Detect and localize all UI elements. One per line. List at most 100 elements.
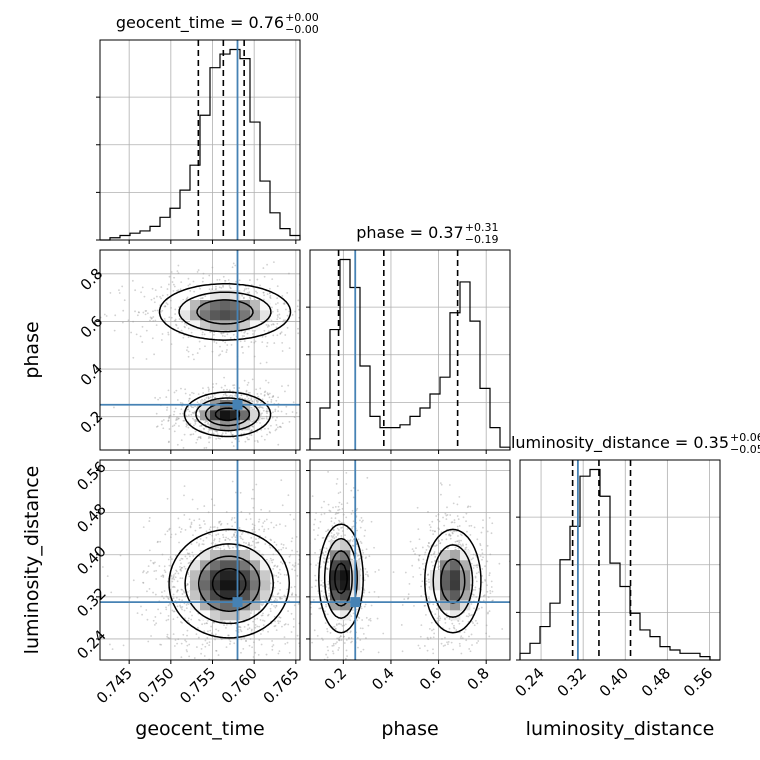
sample-point <box>256 291 259 294</box>
sample-point <box>256 392 259 395</box>
x-ticks-luminosity_distance: 0.24 0.32 0.40 0.48 0.56 <box>512 664 717 700</box>
sample-point <box>187 327 190 330</box>
contour-level-3 <box>211 567 247 600</box>
sample-point <box>175 324 178 327</box>
sample-point <box>278 425 281 428</box>
sample-point <box>240 346 243 349</box>
sample-point <box>363 605 366 608</box>
sample-point <box>182 676 184 678</box>
sample-point <box>377 569 380 571</box>
sample-point <box>247 624 250 626</box>
sample-point <box>213 341 216 343</box>
sample-point <box>243 636 246 639</box>
y-axis-label-phase: phase <box>21 321 43 378</box>
sample-point <box>141 613 144 616</box>
sample-point <box>220 620 223 623</box>
sample-point <box>191 411 194 414</box>
sample-point <box>277 396 279 399</box>
sample-point <box>213 397 216 399</box>
sample-point <box>206 622 208 625</box>
sample-point <box>413 604 415 607</box>
sample-point <box>325 567 328 570</box>
sample-point <box>261 553 264 556</box>
sample-point <box>228 395 231 398</box>
sample-point <box>251 329 254 332</box>
sample-point <box>486 612 489 615</box>
sample-point <box>263 530 265 533</box>
sample-point <box>325 530 327 533</box>
sample-point <box>200 526 202 529</box>
sample-point <box>229 337 232 339</box>
sample-point <box>320 513 323 516</box>
sample-point <box>122 644 125 647</box>
sample-point <box>436 608 439 611</box>
sample-point <box>172 290 175 292</box>
sample-point <box>467 615 470 618</box>
sample-point <box>266 400 269 403</box>
sample-point <box>176 399 179 401</box>
sample-point <box>307 536 309 538</box>
sample-point <box>273 586 276 589</box>
sample-point <box>243 379 246 382</box>
sample-point <box>488 635 491 638</box>
sample-point <box>202 427 205 430</box>
sample-point <box>269 297 272 300</box>
sample-point <box>220 332 222 335</box>
sample-point <box>473 624 476 627</box>
sample-point <box>175 570 178 573</box>
sample-point <box>482 599 485 602</box>
sample-point <box>238 526 241 529</box>
sample-point <box>148 520 151 522</box>
sample-point <box>240 394 243 397</box>
sample-point <box>262 629 264 632</box>
sample-point <box>288 420 291 423</box>
sample-point <box>487 611 489 614</box>
sample-point <box>193 419 196 421</box>
sample-point <box>181 621 183 624</box>
density-cell <box>230 590 241 601</box>
sample-point <box>328 314 330 316</box>
sample-point <box>330 532 333 534</box>
sample-point <box>187 277 190 280</box>
density-cell <box>340 570 351 581</box>
sample-point <box>203 655 206 657</box>
sample-point <box>113 406 115 409</box>
sample-point <box>278 313 281 316</box>
sample-point <box>83 306 85 308</box>
sample-point <box>311 298 313 300</box>
sample-point <box>221 350 224 353</box>
sample-point <box>448 534 450 537</box>
sample-point <box>247 544 250 546</box>
density-cell <box>450 610 461 621</box>
x-tick-label: 0.2 <box>321 664 351 694</box>
sample-point <box>438 615 441 618</box>
sample-point <box>155 412 158 415</box>
sample-point <box>457 547 460 550</box>
sample-point <box>417 644 420 647</box>
sample-point <box>184 555 187 558</box>
sample-point <box>327 649 330 652</box>
sample-point <box>190 433 193 436</box>
sample-point <box>150 298 153 301</box>
sample-point <box>198 544 200 547</box>
sample-point <box>432 533 435 536</box>
x-tick-label: 0.8 <box>463 664 493 694</box>
sample-point <box>288 272 290 275</box>
sample-point <box>431 529 434 532</box>
sample-point <box>262 624 265 627</box>
sample-point <box>447 546 449 549</box>
sample-point <box>285 308 287 311</box>
density-cell <box>200 580 211 591</box>
sample-point <box>306 665 308 667</box>
sample-point <box>189 290 192 292</box>
sample-point <box>264 335 267 338</box>
sample-point <box>352 544 355 547</box>
sample-point <box>159 612 162 615</box>
sample-point <box>322 585 324 588</box>
sample-point <box>340 665 342 667</box>
sample-point <box>233 533 235 536</box>
sample-point <box>332 652 335 655</box>
sample-point <box>173 319 176 322</box>
sample-point <box>325 609 327 611</box>
sample-point <box>189 610 192 613</box>
